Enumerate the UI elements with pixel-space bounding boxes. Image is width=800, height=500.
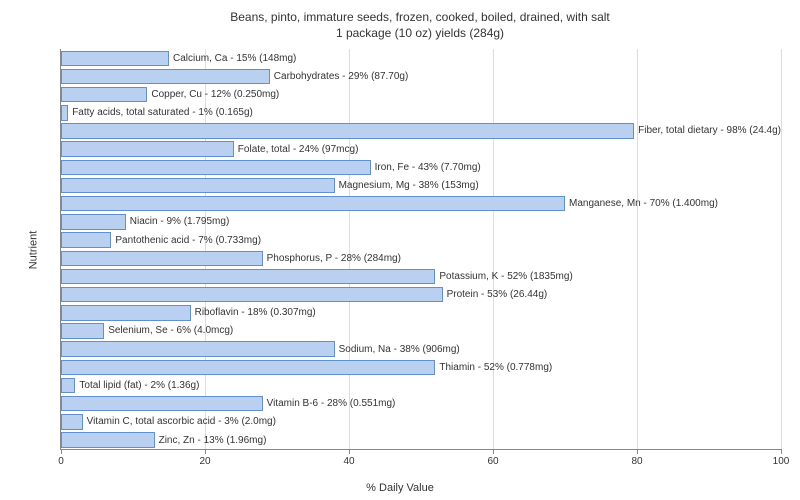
nutrient-bar xyxy=(61,251,263,266)
bar-label: Sodium, Na - 38% (906mg) xyxy=(339,344,460,355)
bar-label: Folate, total - 24% (97mcg) xyxy=(238,144,359,155)
bar-label: Iron, Fe - 43% (7.70mg) xyxy=(375,162,481,173)
nutrient-bar xyxy=(61,105,68,120)
nutrient-bar xyxy=(61,87,147,102)
x-tick-label: 60 xyxy=(487,456,498,467)
bar-label: Fatty acids, total saturated - 1% (0.165… xyxy=(72,107,253,118)
bar-row: Thiamin - 52% (0.778mg) xyxy=(61,360,781,375)
nutrient-bar xyxy=(61,323,104,338)
bar-label: Protein - 53% (26.44g) xyxy=(447,289,548,300)
nutrient-bar xyxy=(61,123,634,138)
x-tick-mark xyxy=(781,449,782,454)
nutrient-bar xyxy=(61,269,435,284)
bar-label: Riboflavin - 18% (0.307mg) xyxy=(195,307,316,318)
x-tick-label: 20 xyxy=(199,456,210,467)
bar-row: Selenium, Se - 6% (4.0mcg) xyxy=(61,323,781,338)
bar-row: Carbohydrates - 29% (87.70g) xyxy=(61,69,781,84)
nutrient-bar xyxy=(61,214,126,229)
bar-label: Potassium, K - 52% (1835mg) xyxy=(439,271,572,282)
bar-label: Manganese, Mn - 70% (1.400mg) xyxy=(569,198,718,209)
nutrient-bar xyxy=(61,141,234,156)
bar-label: Total lipid (fat) - 2% (1.36g) xyxy=(79,380,199,391)
nutrition-chart: Beans, pinto, immature seeds, frozen, co… xyxy=(0,0,800,500)
y-axis-label: Nutrient xyxy=(27,231,39,270)
bar-row: Magnesium, Mg - 38% (153mg) xyxy=(61,178,781,193)
bar-row: Fiber, total dietary - 98% (24.4g) xyxy=(61,123,781,138)
bar-label: Selenium, Se - 6% (4.0mcg) xyxy=(108,325,233,336)
nutrient-bar xyxy=(61,178,335,193)
title-line-2: 1 package (10 oz) yields (284g) xyxy=(60,26,780,42)
nutrient-bar xyxy=(61,160,371,175)
bar-row: Folate, total - 24% (97mcg) xyxy=(61,141,781,156)
bar-row: Pantothenic acid - 7% (0.733mg) xyxy=(61,232,781,247)
bar-row: Phosphorus, P - 28% (284mg) xyxy=(61,251,781,266)
bar-label: Niacin - 9% (1.795mg) xyxy=(130,216,229,227)
nutrient-bar xyxy=(61,432,155,447)
bar-label: Zinc, Zn - 13% (1.96mg) xyxy=(159,435,267,446)
plot-area: 020406080100Calcium, Ca - 15% (148mg)Car… xyxy=(60,49,781,450)
bar-label: Carbohydrates - 29% (87.70g) xyxy=(274,71,409,82)
bar-label: Vitamin B-6 - 28% (0.551mg) xyxy=(267,398,396,409)
bar-row: Zinc, Zn - 13% (1.96mg) xyxy=(61,432,781,447)
bar-row: Vitamin B-6 - 28% (0.551mg) xyxy=(61,396,781,411)
nutrient-bar xyxy=(61,360,435,375)
bar-label: Fiber, total dietary - 98% (24.4g) xyxy=(638,125,781,136)
nutrient-bar xyxy=(61,287,443,302)
nutrient-bar xyxy=(61,414,83,429)
bar-row: Manganese, Mn - 70% (1.400mg) xyxy=(61,196,781,211)
nutrient-bar xyxy=(61,305,191,320)
bar-row: Total lipid (fat) - 2% (1.36g) xyxy=(61,378,781,393)
x-tick-label: 40 xyxy=(343,456,354,467)
x-tick-label: 0 xyxy=(58,456,64,467)
x-tick-label: 100 xyxy=(773,456,790,467)
bar-row: Potassium, K - 52% (1835mg) xyxy=(61,269,781,284)
bar-label: Calcium, Ca - 15% (148mg) xyxy=(173,53,296,64)
bar-row: Sodium, Na - 38% (906mg) xyxy=(61,341,781,356)
x-tick-mark xyxy=(493,449,494,454)
title-line-1: Beans, pinto, immature seeds, frozen, co… xyxy=(60,10,780,26)
bar-label: Phosphorus, P - 28% (284mg) xyxy=(267,253,401,264)
nutrient-bar xyxy=(61,396,263,411)
bar-label: Copper, Cu - 12% (0.250mg) xyxy=(151,89,279,100)
nutrient-bar xyxy=(61,196,565,211)
nutrient-bar xyxy=(61,69,270,84)
bar-row: Riboflavin - 18% (0.307mg) xyxy=(61,305,781,320)
x-tick-mark xyxy=(61,449,62,454)
bar-row: Calcium, Ca - 15% (148mg) xyxy=(61,51,781,66)
x-tick-label: 80 xyxy=(631,456,642,467)
x-axis-label: % Daily Value xyxy=(366,482,434,494)
nutrient-bar xyxy=(61,51,169,66)
bar-label: Magnesium, Mg - 38% (153mg) xyxy=(339,180,479,191)
bar-label: Vitamin C, total ascorbic acid - 3% (2.0… xyxy=(87,416,276,427)
bar-row: Iron, Fe - 43% (7.70mg) xyxy=(61,160,781,175)
bar-row: Protein - 53% (26.44g) xyxy=(61,287,781,302)
bar-row: Niacin - 9% (1.795mg) xyxy=(61,214,781,229)
gridline xyxy=(781,49,782,449)
nutrient-bar xyxy=(61,232,111,247)
x-tick-mark xyxy=(349,449,350,454)
x-tick-mark xyxy=(637,449,638,454)
bar-row: Vitamin C, total ascorbic acid - 3% (2.0… xyxy=(61,414,781,429)
bar-label: Pantothenic acid - 7% (0.733mg) xyxy=(115,235,261,246)
nutrient-bar xyxy=(61,341,335,356)
bar-row: Fatty acids, total saturated - 1% (0.165… xyxy=(61,105,781,120)
bar-row: Copper, Cu - 12% (0.250mg) xyxy=(61,87,781,102)
x-tick-mark xyxy=(205,449,206,454)
chart-title: Beans, pinto, immature seeds, frozen, co… xyxy=(60,10,780,41)
bar-label: Thiamin - 52% (0.778mg) xyxy=(439,362,552,373)
nutrient-bar xyxy=(61,378,75,393)
